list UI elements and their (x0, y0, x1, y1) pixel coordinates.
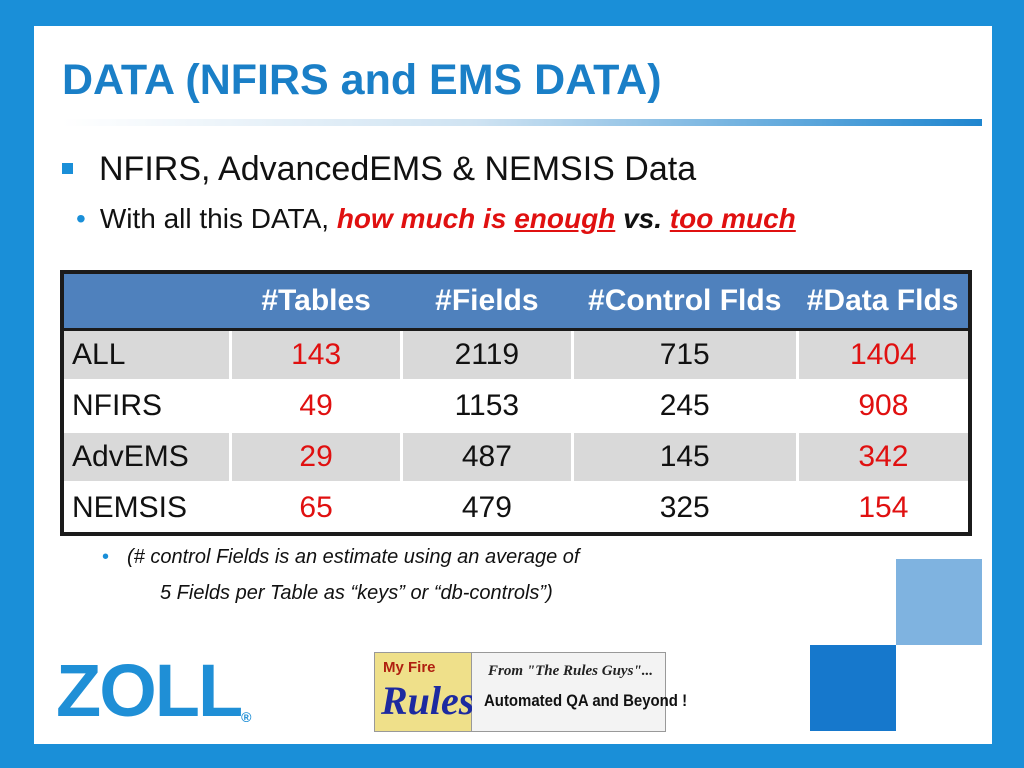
table-row: AdvEMS 29 487 145 342 (60, 430, 972, 484)
table-cell: 325 (570, 481, 799, 536)
table-row: NEMSIS 65 479 325 154 (60, 481, 972, 536)
note-line-2: 5 Fields per Table as “keys” or “db-cont… (160, 582, 553, 604)
note-text-1: (# control Fields is an estimate using a… (127, 546, 580, 568)
data-table: #Tables #Fields #Control Flds #Data Flds… (60, 270, 972, 536)
table-header-cell: #Fields (401, 272, 573, 331)
zoll-logo: ZOLL® (56, 654, 252, 728)
rules-banner-image: My Fire Rules From "The Rules Guys"... A… (374, 652, 687, 732)
table-cell: 1153 (399, 379, 574, 433)
table-cell: 245 (570, 379, 799, 433)
banner-logo-panel: My Fire Rules (375, 653, 475, 731)
bullet-sub-prefix: With all this DATA, (99, 203, 330, 234)
banner-from: From "The Rules Guys"... (488, 663, 654, 679)
bullet-sub-vs: vs. (623, 203, 662, 234)
table-header-row: #Tables #Fields #Control Flds #Data Flds (62, 272, 970, 331)
bullet-dot-icon: • (102, 546, 110, 568)
table-cell: 49 (229, 379, 403, 433)
bullet-main: NFIRS, AdvancedEMS & NEMSIS Data (62, 150, 696, 189)
table-cell: 715 (570, 328, 799, 382)
table-row: NFIRS 49 1153 245 908 (60, 379, 972, 433)
bullet-main-text: NFIRS, AdvancedEMS & NEMSIS Data (99, 150, 697, 188)
table-header-cell (62, 272, 231, 331)
logo-text: ZOLL (56, 649, 243, 732)
banner-tagline: Automated QA and Beyond ! (484, 691, 688, 710)
table-cell: 65 (229, 481, 403, 536)
row-label: NFIRS (60, 379, 233, 433)
bullet-sub-emphasis: how much is (336, 203, 507, 234)
title-underline (62, 119, 982, 126)
bullet-dot-icon: • (76, 203, 86, 234)
table-header-cell: #Data Flds (797, 272, 970, 331)
table-cell: 29 (229, 430, 403, 484)
slide: DATA (NFIRS and EMS DATA) NFIRS, Advance… (34, 26, 992, 744)
table-cell: 2119 (399, 328, 574, 382)
table-cell: 487 (399, 430, 574, 484)
square-bullet-icon (62, 163, 73, 174)
table-row: ALL 143 2119 715 1404 (60, 328, 972, 382)
decorative-square-light (896, 559, 982, 645)
note-line-1: • (# control Fields is an estimate using … (102, 546, 579, 569)
banner-my-fire: My Fire (383, 659, 436, 676)
table-cell: 145 (570, 430, 799, 484)
decorative-square-dark (810, 645, 896, 731)
registered-mark: ® (241, 709, 252, 725)
bullet-sub-enough: enough (514, 203, 616, 234)
bullet-sub: • With all this DATA, how much is enough … (76, 203, 796, 235)
table-header-cell: #Control Flds (572, 272, 798, 331)
table-cell: 1404 (795, 328, 972, 382)
slide-title: DATA (NFIRS and EMS DATA) (62, 56, 662, 104)
banner-rules: Rules (381, 678, 475, 723)
table-cell: 342 (795, 430, 972, 484)
row-label: NEMSIS (60, 481, 233, 536)
bullet-sub-too-much: too much (669, 203, 796, 234)
banner-text-panel: From "The Rules Guys"... Automated QA an… (472, 653, 687, 731)
table-cell: 154 (795, 481, 972, 536)
table-cell: 479 (399, 481, 574, 536)
table-cell: 143 (229, 328, 403, 382)
table-cell: 908 (795, 379, 972, 433)
row-label: AdvEMS (60, 430, 233, 484)
table-header-cell: #Tables (230, 272, 402, 331)
row-label: ALL (60, 328, 233, 382)
